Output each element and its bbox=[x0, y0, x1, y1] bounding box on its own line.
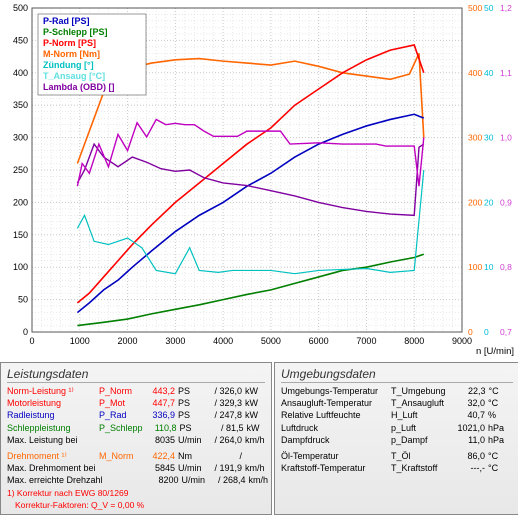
table-row: Umgebungs-Temperatur T_Umgebung 22,3 °C bbox=[281, 385, 513, 397]
leistung-panel: Leistungsdaten Norm-Leistung ¹⁾ P_Norm 4… bbox=[0, 362, 272, 515]
svg-text:300: 300 bbox=[468, 133, 482, 143]
table-row: Ansaugluft-Temperatur T_Ansaugluft 32,0 … bbox=[281, 397, 513, 409]
svg-text:9000: 9000 bbox=[452, 336, 472, 346]
table-row: Luftdruck p_Luft 1021,0 hPa bbox=[281, 422, 513, 434]
table-row: Max. Leistung bei 8035 U/min / 264,0km/h bbox=[7, 434, 265, 446]
svg-text:30: 30 bbox=[484, 133, 494, 143]
dyno-report: 0100020003000400050006000700080009000050… bbox=[0, 0, 518, 505]
data-tables: Leistungsdaten Norm-Leistung ¹⁾ P_Norm 4… bbox=[0, 362, 518, 515]
dyno-chart: 0100020003000400050006000700080009000050… bbox=[0, 0, 518, 360]
svg-text:40: 40 bbox=[484, 68, 494, 78]
table-row: Schleppleistung P_Schlepp 110,8 PS / 81,… bbox=[7, 422, 265, 434]
svg-text:0: 0 bbox=[468, 327, 473, 337]
svg-text:Lambda (OBD) []: Lambda (OBD) [] bbox=[43, 82, 115, 92]
table-row: Max. erreichte Drehzahl 8200 U/min / 268… bbox=[7, 474, 265, 486]
svg-text:20: 20 bbox=[484, 197, 494, 207]
svg-text:450: 450 bbox=[13, 35, 28, 45]
table-row: Radleistung P_Rad 336,9 PS / 247,8kW bbox=[7, 409, 265, 421]
umgebung-title: Umgebungsdaten bbox=[281, 366, 513, 383]
svg-text:0: 0 bbox=[484, 327, 489, 337]
svg-text:P-Norm [PS]: P-Norm [PS] bbox=[43, 38, 96, 48]
svg-text:P-Schlepp [PS]: P-Schlepp [PS] bbox=[43, 27, 108, 37]
svg-text:0: 0 bbox=[23, 327, 28, 337]
svg-text:200: 200 bbox=[468, 197, 482, 207]
svg-text:3000: 3000 bbox=[165, 336, 185, 346]
table-row: Drehmoment ¹⁾ M_Norm 422,4 Nm / bbox=[7, 450, 265, 462]
svg-text:1,0: 1,0 bbox=[500, 133, 512, 143]
svg-text:6000: 6000 bbox=[309, 336, 329, 346]
svg-text:1,2: 1,2 bbox=[500, 3, 512, 13]
svg-text:400: 400 bbox=[13, 68, 28, 78]
table-row: Öl-Temperatur T_Öl 86,0 °C bbox=[281, 450, 513, 462]
svg-text:350: 350 bbox=[13, 100, 28, 110]
svg-text:Zündung [°]: Zündung [°] bbox=[43, 60, 94, 70]
svg-text:1000: 1000 bbox=[70, 336, 90, 346]
table-row: Max. Drehmoment bei 5845 U/min / 191,9km… bbox=[7, 462, 265, 474]
svg-text:M-Norm [Nm]: M-Norm [Nm] bbox=[43, 49, 100, 59]
svg-text:0: 0 bbox=[29, 336, 34, 346]
umgebung-panel: Umgebungsdaten Umgebungs-Temperatur T_Um… bbox=[274, 362, 518, 515]
svg-text:250: 250 bbox=[13, 165, 28, 175]
svg-text:10: 10 bbox=[484, 262, 494, 272]
svg-text:100: 100 bbox=[468, 262, 482, 272]
svg-text:T_Ansaug [°C]: T_Ansaug [°C] bbox=[43, 71, 105, 81]
svg-text:500: 500 bbox=[468, 3, 482, 13]
table-row: Dampfdruck p_Dampf 11,0 hPa bbox=[281, 434, 513, 446]
table-row: Motorleistung P_Mot 447,7 PS / 329,3kW bbox=[7, 397, 265, 409]
svg-text:P-Rad [PS]: P-Rad [PS] bbox=[43, 16, 90, 26]
svg-text:0,7: 0,7 bbox=[500, 327, 512, 337]
svg-text:300: 300 bbox=[13, 133, 28, 143]
svg-text:n [U/min]: n [U/min] bbox=[476, 346, 514, 357]
svg-text:8000: 8000 bbox=[404, 336, 424, 346]
svg-text:200: 200 bbox=[13, 197, 28, 207]
svg-text:150: 150 bbox=[13, 230, 28, 240]
svg-text:1,1: 1,1 bbox=[500, 68, 512, 78]
svg-text:4000: 4000 bbox=[213, 336, 233, 346]
svg-text:0,8: 0,8 bbox=[500, 262, 512, 272]
svg-text:100: 100 bbox=[13, 262, 28, 272]
svg-text:400: 400 bbox=[468, 68, 482, 78]
svg-text:50: 50 bbox=[484, 3, 494, 13]
svg-text:500: 500 bbox=[13, 3, 28, 13]
table-row: Kraftstoff-Temperatur T_Kraftstoff ---,-… bbox=[281, 462, 513, 474]
svg-text:2000: 2000 bbox=[118, 336, 138, 346]
leistung-title: Leistungsdaten bbox=[7, 366, 265, 383]
svg-text:50: 50 bbox=[18, 295, 28, 305]
table-row: Norm-Leistung ¹⁾ P_Norm 443,2 PS / 326,0… bbox=[7, 385, 265, 397]
footnote: 1) Korrektur nach EWG 80/1269 Korrektur-… bbox=[7, 488, 265, 511]
svg-text:5000: 5000 bbox=[261, 336, 281, 346]
svg-text:7000: 7000 bbox=[356, 336, 376, 346]
svg-text:0,9: 0,9 bbox=[500, 197, 512, 207]
table-row: Relative Luftfeuchte H_Luft 40,7 % bbox=[281, 409, 513, 421]
